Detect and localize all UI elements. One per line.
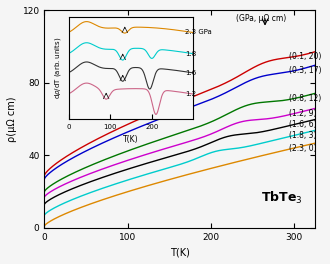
Text: TbTe$_3$: TbTe$_3$ [261,190,303,206]
Text: (0.3, 17): (0.3, 17) [289,66,322,75]
Text: (0.1, 20): (0.1, 20) [289,52,321,61]
X-axis label: T(K): T(K) [170,247,190,257]
Text: (1.8, 3): (1.8, 3) [289,131,317,140]
Text: (1.6, 6): (1.6, 6) [289,120,317,129]
Text: (2.3, 0): (2.3, 0) [289,144,317,153]
Text: (1.2, 9): (1.2, 9) [289,109,317,118]
Text: (0.8, 12): (0.8, 12) [289,94,321,103]
Y-axis label: ρ(μΩ cm): ρ(μΩ cm) [7,96,17,142]
Text: (GPa, μΩ cm): (GPa, μΩ cm) [236,14,286,23]
